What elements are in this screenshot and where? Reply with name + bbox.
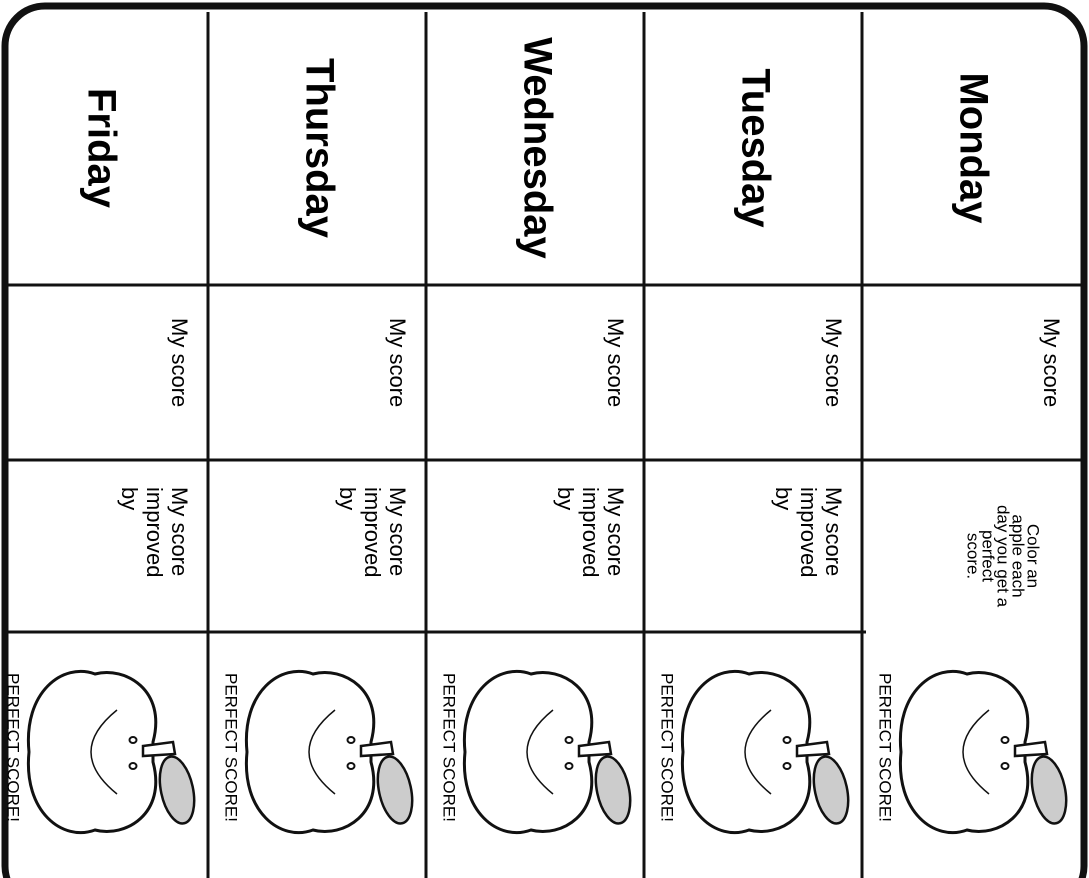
apple-eye <box>346 762 356 770</box>
apple-body <box>462 669 594 835</box>
score-label: My score <box>603 318 628 407</box>
improved-label: by <box>335 487 360 510</box>
apple-body <box>26 669 158 835</box>
apple-icon <box>26 669 196 835</box>
score-label: My score <box>1039 318 1064 407</box>
apple-smile <box>962 709 990 795</box>
apple-leaf <box>376 755 414 825</box>
apple-eye <box>782 762 792 770</box>
improved-label: by <box>771 487 796 510</box>
apple-smile <box>308 709 336 795</box>
apple-leaf <box>594 755 632 825</box>
apple-stem <box>359 740 395 758</box>
apple-body <box>898 669 1030 835</box>
note-line: Color an <box>1024 524 1043 588</box>
apple-stem <box>141 740 177 758</box>
apple-icon <box>680 669 850 835</box>
perfect-label: PERFECT SCORE! <box>4 673 23 822</box>
day-title: Thursday <box>297 58 341 239</box>
note-line: apple each <box>1009 514 1028 597</box>
apple-eye <box>782 736 792 744</box>
day-title: Wednesday <box>515 37 559 259</box>
apple-icon <box>244 669 414 835</box>
day-title: Tuesday <box>733 68 777 228</box>
score-label: My score <box>385 318 410 407</box>
improved-label: by <box>553 487 578 510</box>
apple-eye <box>564 736 574 744</box>
score-label: My score <box>821 318 846 407</box>
note-line: perfect <box>979 530 998 582</box>
note-line: day you get a <box>994 505 1013 608</box>
apple-stem <box>1013 740 1049 758</box>
apple-eye <box>1000 736 1010 744</box>
apple-icon <box>898 669 1068 835</box>
apple-eye <box>128 736 138 744</box>
improved-label: My score <box>385 487 410 576</box>
apple-smile <box>744 709 772 795</box>
apple-smile <box>90 709 118 795</box>
improved-label: improved <box>578 487 603 577</box>
apple-eye <box>346 736 356 744</box>
score-label: My score <box>167 318 192 407</box>
perfect-label: PERFECT SCORE! <box>222 673 241 822</box>
improved-label: improved <box>142 487 167 577</box>
improved-label: improved <box>360 487 385 577</box>
apple-leaf <box>812 755 850 825</box>
apple-body <box>680 669 812 835</box>
apple-leaf <box>158 755 196 825</box>
note-line: score. <box>964 533 983 579</box>
improved-label: My score <box>821 487 846 576</box>
improved-label: improved <box>796 487 821 577</box>
perfect-label: PERFECT SCORE! <box>658 673 677 822</box>
apple-eye <box>128 762 138 770</box>
improved-label: by <box>117 487 142 510</box>
day-title: Friday <box>79 88 123 209</box>
apple-stem <box>795 740 831 758</box>
improved-label: My score <box>603 487 628 576</box>
apple-body <box>244 669 376 835</box>
perfect-label: PERFECT SCORE! <box>876 673 895 822</box>
apple-eye <box>564 762 574 770</box>
apple-smile <box>526 709 554 795</box>
improved-label: My score <box>167 487 192 576</box>
apple-icon <box>462 669 632 835</box>
day-title: Monday <box>951 72 995 224</box>
apple-leaf <box>1030 755 1068 825</box>
apple-stem <box>577 740 613 758</box>
perfect-label: PERFECT SCORE! <box>440 673 459 822</box>
apple-eye <box>1000 762 1010 770</box>
